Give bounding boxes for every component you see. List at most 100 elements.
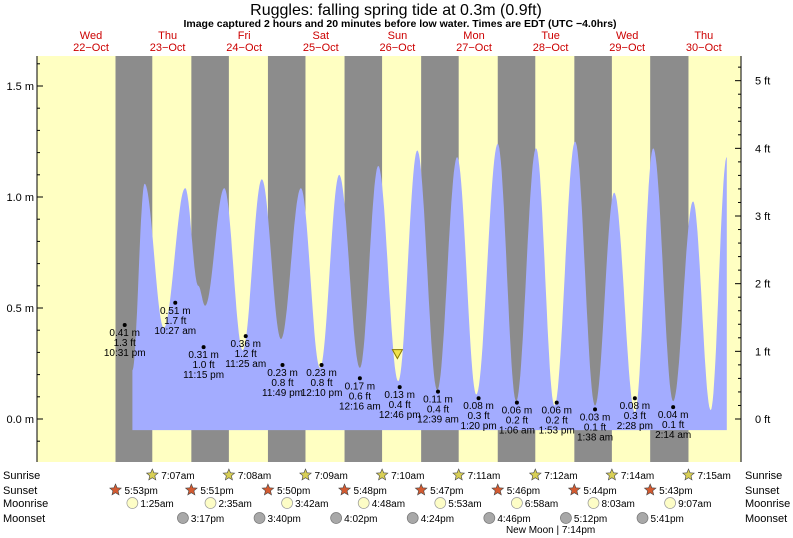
sunset-star-icon [184,483,198,496]
y-tick-label-right: 4 ft [755,143,770,155]
tide-label-time: 11:25 am [225,359,266,370]
tide-label-height-ft: 0.8 ft [310,378,332,389]
moonset-time: 4:46pm [497,514,530,525]
moonrise-icon [511,497,523,509]
moonset-icon [406,512,419,524]
tide-point [632,396,637,401]
day-name-4: Sun [388,30,408,42]
tide-point [173,300,178,305]
moonrise-row-label-left: Moonrise [3,498,48,510]
moon-phase-note: New Moon | 7:14pm [506,525,595,536]
moonset-icon [636,512,649,524]
sunrise-star-icon [605,468,619,481]
sunset-star-icon [261,483,275,496]
day-date-6: 28−Oct [533,42,569,54]
tide-label-height-m: 0.23 m [267,368,298,379]
tide-point [435,389,440,394]
y-tick-label-left: 0.0 m [6,414,34,426]
sunset-star-icon [491,483,505,496]
sunset-time: 5:48pm [354,486,387,497]
tide-label-time: 1:53 pm [539,426,575,437]
current-time-triangle [391,349,404,360]
tide-label-time: 2:14 am [655,430,691,441]
moonrise-icon [587,497,600,509]
moonset-time: 4:02pm [344,514,377,525]
day-name-3: Sat [313,30,330,42]
tide-label-height-m: 0.06 m [541,406,572,417]
sunrise-star-icon [145,468,159,481]
moonrise-icon [664,497,676,509]
tide-label-time: 12:10 pm [301,388,343,399]
sunset-row-label-left: Sunset [3,485,37,497]
tide-label-height-m: 0.08 m [463,401,494,412]
sunrise-time: 7:07am [161,471,194,482]
y-tick-label-right: 1 ft [755,346,770,358]
sunrise-row-label-right: Sunrise [745,470,782,482]
day-name-5: Mon [463,30,484,42]
tide-label-height-ft: 0.4 ft [389,400,411,411]
tide-label-height-ft: 0.6 ft [349,391,371,402]
moonrise-time: 8:03am [601,499,634,510]
tide-point [671,405,676,410]
day-name-1: Thu [158,30,177,42]
tide-label-height-ft: 1.2 ft [235,349,257,360]
sunrise-star-icon [528,468,542,481]
day-name-7: Wed [616,30,638,42]
moonrise-icon [357,497,370,509]
sunset-row-label-right: Sunset [745,485,779,497]
day-name-8: Thu [694,30,713,42]
sunset-star-icon [338,483,352,496]
day-name-2: Fri [238,30,251,42]
tide-label-height-m: 0.17 m [345,381,376,392]
tide-label-height-m: 0.41 m [109,328,140,339]
tide-label-time: 12:39 am [417,415,459,426]
moonset-icon [177,512,189,524]
tide-label-time: 11:49 pm [262,388,303,399]
tide-point [319,362,324,367]
tide-label-height-m: 0.11 m [423,395,453,406]
sunrise-time: 7:10am [391,471,424,482]
tide-point [514,400,519,405]
tide-label-time: 1:20 pm [461,421,497,432]
tide-point [122,322,127,327]
chart-subtitle: Image captured 2 hours and 20 minutes be… [183,18,616,30]
tide-label-height-ft: 1.7 ft [164,316,186,327]
moonrise-time: 6:58am [525,499,558,510]
chart-title: Ruggles: falling spring tide at 0.3m (0.… [250,2,542,19]
tide-label-height-m: 0.23 m [306,368,337,379]
sunset-star-icon [567,483,581,496]
moonrise-time: 3:42am [295,499,328,510]
day-date-8: 30−Oct [686,42,722,54]
moonset-row-label-left: Moonset [3,513,45,525]
tide-label-height-m: 0.08 m [620,401,651,412]
tide-label-height-ft: 0.1 ft [662,420,684,431]
tide-series [132,141,727,431]
sunset-time: 5:51pm [200,486,233,497]
moonset-row-label-right: Moonset [745,513,787,525]
current-time-marker [391,349,404,360]
sunset-time: 5:46pm [507,486,540,497]
moonrise-icon [434,497,447,509]
day-date-3: 25−Oct [303,42,339,54]
tide-label-height-ft: 0.4 ft [427,405,449,416]
moonset-time: 5:12pm [574,514,607,525]
tide-label-height-m: 0.04 m [658,410,689,421]
y-tick-label-right: 5 ft [755,76,770,88]
tide-label-height-m: 0.03 m [580,412,611,423]
moonrise-icon [204,497,217,509]
tide-label-time: 12:46 pm [379,410,421,421]
tide-label-height-ft: 1.0 ft [192,360,214,371]
sunrise-time: 7:11am [468,471,501,482]
tide-label-height-ft: 0.3 ft [467,411,489,422]
moonrise-time: 1:25am [140,499,173,510]
tide-label-height-ft: 0.1 ft [584,422,606,433]
tide-point [243,334,248,339]
tide-point [476,396,481,401]
tide-label-height-ft: 0.2 ft [506,416,528,427]
moonset-time: 3:40pm [268,514,301,525]
tide-point [397,385,402,390]
tide-label-height-m: 0.36 m [230,339,261,350]
tide-label-height-m: 0.51 m [160,306,191,317]
